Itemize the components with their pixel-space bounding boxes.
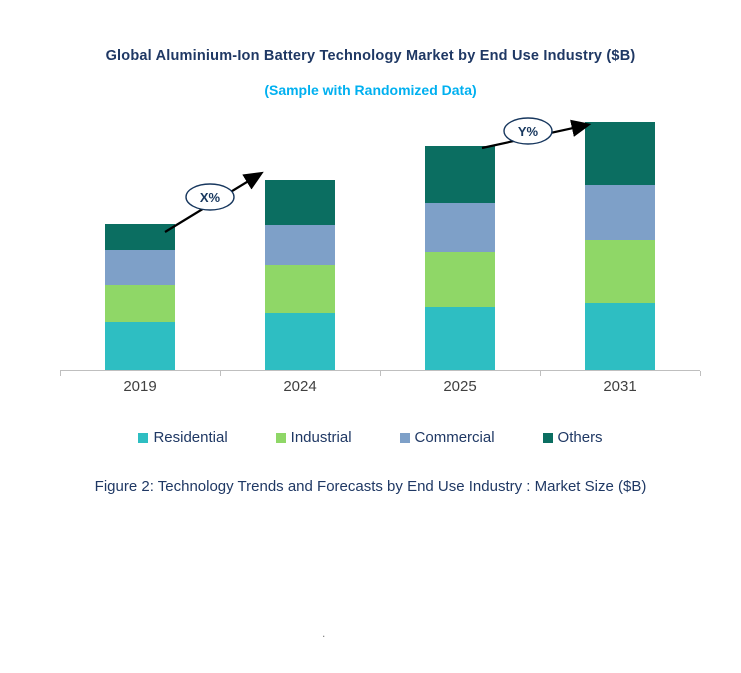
bar-segment-commercial — [585, 185, 655, 240]
legend-label: Commercial — [414, 429, 495, 446]
bar-column-2025 — [380, 110, 540, 370]
bar-column-2019 — [60, 110, 220, 370]
bar-segment-others — [585, 122, 655, 185]
bar-segment-commercial — [105, 250, 175, 285]
figure-caption: Figure 2: Technology Trends and Forecast… — [94, 478, 647, 495]
bar-column-2031 — [540, 110, 700, 370]
bar-segment-residential — [585, 303, 655, 370]
chart-title: Global Aluminium-Ion Battery Technology … — [105, 48, 636, 64]
axis-tick — [540, 371, 541, 376]
x-axis-label-2025: 2025 — [443, 378, 477, 395]
plot-area — [60, 110, 700, 371]
stacked-bar-chart: X% Y% — [60, 110, 701, 376]
bar-column-2024 — [220, 110, 380, 370]
bar-segment-industrial — [105, 285, 175, 322]
bar-segment-industrial — [425, 252, 495, 307]
legend-item-others: Others — [542, 429, 603, 446]
stacked-bar-2031 — [585, 122, 655, 370]
bar-segment-commercial — [265, 225, 335, 265]
legend: Residential Industrial Commercial Others — [0, 429, 741, 446]
bar-segment-others — [425, 146, 495, 203]
legend-swatch-icon — [399, 432, 410, 443]
bar-segment-commercial — [425, 203, 495, 252]
legend-swatch-icon — [542, 432, 553, 443]
legend-item-industrial: Industrial — [275, 429, 352, 446]
stacked-bar-2019 — [105, 224, 175, 370]
bar-segment-residential — [105, 322, 175, 370]
legend-item-residential: Residential — [138, 429, 228, 446]
axis-tick — [700, 371, 701, 376]
x-axis-label-2024: 2024 — [283, 378, 317, 395]
x-axis-label-2031: 2031 — [603, 378, 637, 395]
legend-swatch-icon — [275, 432, 286, 443]
bar-segment-industrial — [265, 265, 335, 313]
stacked-bar-2025 — [425, 146, 495, 370]
legend-item-commercial: Commercial — [399, 429, 495, 446]
chart-subtitle: (Sample with Randomized Data) — [264, 82, 477, 98]
axis-tick — [380, 371, 381, 376]
bar-segment-residential — [425, 307, 495, 370]
legend-label: Residential — [153, 429, 228, 446]
legend-label: Others — [557, 429, 603, 446]
axis-tick — [220, 371, 221, 376]
stacked-bar-2024 — [265, 180, 335, 370]
bar-segment-others — [265, 180, 335, 225]
legend-label: Industrial — [290, 429, 352, 446]
legend-swatch-icon — [138, 432, 149, 443]
footer-dot: . — [322, 626, 326, 640]
x-axis-label-2019: 2019 — [123, 378, 157, 395]
bar-segment-residential — [265, 313, 335, 370]
bar-segment-industrial — [585, 240, 655, 303]
bar-segment-others — [105, 224, 175, 250]
axis-tick — [60, 371, 61, 376]
x-axis-labels: 2019 2024 2025 2031 — [60, 378, 700, 395]
